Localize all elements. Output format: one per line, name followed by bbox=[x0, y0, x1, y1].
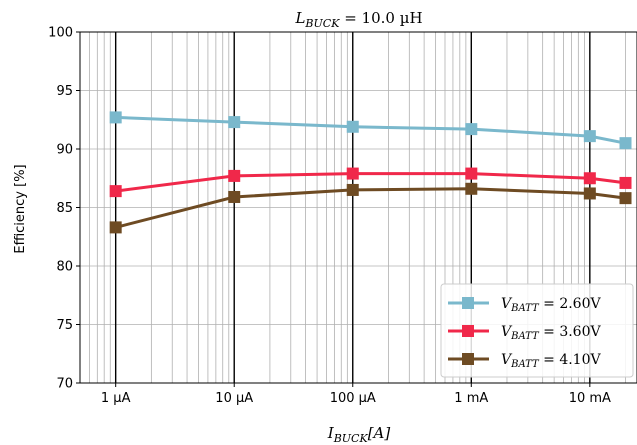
legend-label: VBATT = 3.60V bbox=[501, 324, 601, 342]
data-point bbox=[346, 120, 359, 133]
data-point bbox=[346, 183, 359, 196]
legend-marker bbox=[462, 325, 474, 337]
y-tick-label: 85 bbox=[56, 201, 73, 216]
legend-box bbox=[440, 283, 634, 378]
chart-title: LBUCK = 10.0 µH bbox=[294, 9, 422, 30]
data-point bbox=[619, 176, 632, 189]
data-point bbox=[583, 172, 596, 185]
data-point bbox=[109, 111, 122, 124]
x-axis-label: IBUCK[A] bbox=[327, 424, 391, 445]
y-axis-label: Efficiency [%] bbox=[13, 164, 28, 253]
y-tick-label: 95 bbox=[56, 84, 73, 99]
y-tick-label: 75 bbox=[56, 318, 73, 333]
data-point bbox=[109, 221, 122, 234]
data-point bbox=[228, 116, 241, 129]
data-point bbox=[228, 190, 241, 203]
series-line-0 bbox=[115, 115, 626, 145]
y-tick-label: 90 bbox=[56, 143, 73, 158]
legend-label: VBATT = 2.60V bbox=[501, 296, 601, 314]
data-point bbox=[109, 185, 122, 198]
x-tick-label: 1 µA bbox=[101, 391, 131, 406]
data-point bbox=[465, 123, 478, 136]
data-point bbox=[465, 167, 478, 180]
legend-label: VBATT = 4.10V bbox=[501, 352, 601, 370]
legend: VBATT = 2.60V VBATT = 3.60V VBATT = 4.10V bbox=[440, 283, 634, 378]
legend-marker bbox=[462, 353, 474, 365]
legend-marker bbox=[462, 297, 474, 309]
x-tick-label: 1 mA bbox=[454, 391, 488, 406]
series-group bbox=[109, 111, 632, 234]
data-point bbox=[583, 187, 596, 200]
series-line-2 bbox=[115, 187, 626, 229]
y-tick-label: 100 bbox=[48, 26, 73, 41]
data-point bbox=[583, 130, 596, 143]
data-point bbox=[346, 167, 359, 180]
axes: 70 75 80 85 90 95 100 1 µA 10 µA 100 µA 1 mA 10 mA bbox=[48, 26, 637, 406]
y-tick-label: 70 bbox=[56, 377, 73, 392]
data-point bbox=[619, 192, 632, 205]
x-tick-label: 10 µA bbox=[215, 391, 253, 406]
y-tick-label: 80 bbox=[56, 260, 73, 275]
data-point bbox=[619, 137, 632, 150]
x-tick-label: 100 µA bbox=[330, 391, 376, 406]
data-point bbox=[465, 182, 478, 195]
data-point bbox=[228, 169, 241, 182]
x-tick-label: 10 mA bbox=[569, 391, 611, 406]
